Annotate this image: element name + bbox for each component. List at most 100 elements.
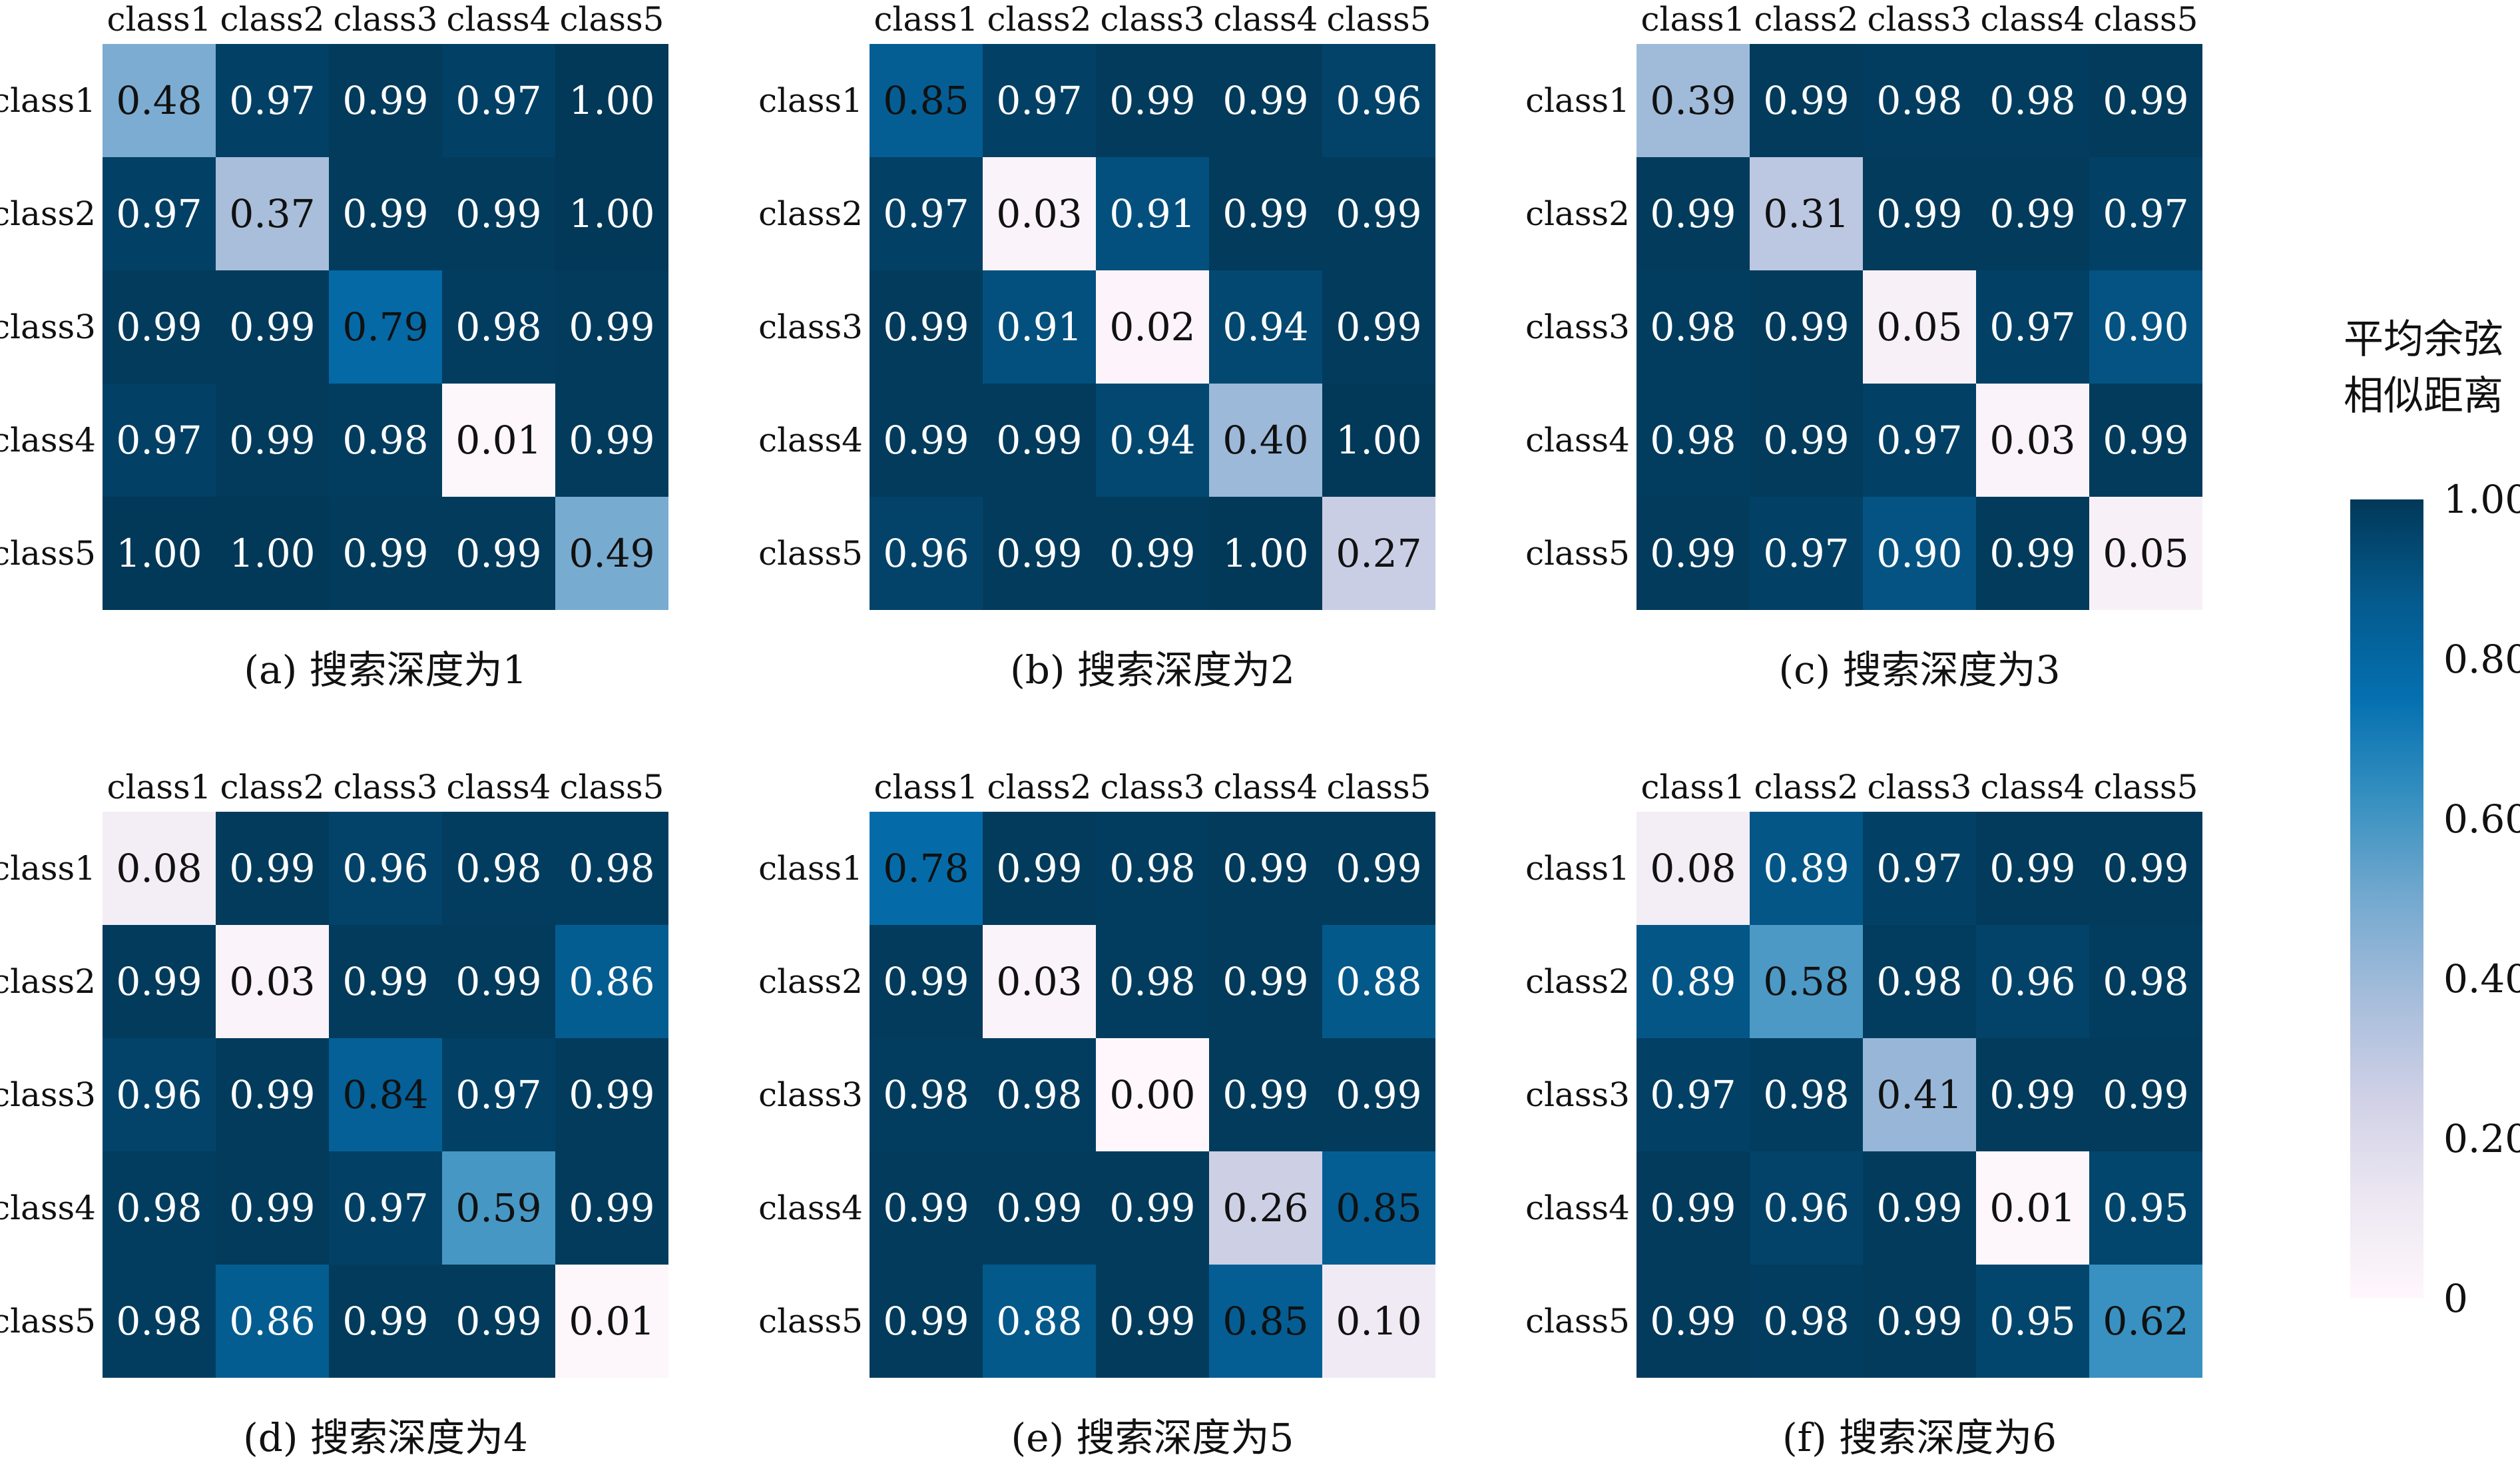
cell-value-label: 0.99 [1109, 1299, 1195, 1344]
heatmap-cell [1096, 157, 1209, 270]
heatmap-cell [555, 1151, 668, 1265]
heatmap-cell [2089, 1265, 2202, 1378]
heatmap-cell [983, 1265, 1096, 1378]
heatmap-cell [329, 925, 442, 1038]
row-label: class5 [758, 534, 863, 573]
row-label: class4 [1525, 1189, 1630, 1227]
heatmap-cell [1322, 1038, 1435, 1151]
heatmap-cell [1863, 925, 1976, 1038]
cell-value-label: 1.00 [116, 531, 202, 576]
heatmap-cell [1976, 925, 2089, 1038]
heatmap-cell [1750, 812, 1863, 925]
heatmap-cell [1096, 44, 1209, 157]
cell-value-label: 0.01 [569, 1299, 654, 1344]
heatmap-cell [103, 44, 216, 157]
heatmap-cell [329, 44, 442, 157]
row-label: class4 [1525, 421, 1630, 459]
heatmap-cell [1863, 1151, 1976, 1265]
panel-caption: (c) 搜索深度为3 [1778, 647, 2060, 693]
column-label: class5 [1327, 768, 1431, 806]
column-label: class2 [1754, 0, 1859, 39]
heatmap-cell [1209, 157, 1322, 270]
cell-value-label: 0.89 [1650, 959, 1736, 1004]
cell-value-label: 1.00 [569, 78, 654, 123]
cell-value-label: 0.99 [342, 959, 428, 1004]
heatmap-cell [1209, 497, 1322, 610]
cell-value-label: 0.99 [1336, 191, 1421, 236]
row-label: class5 [0, 534, 96, 573]
column-label: class5 [2094, 768, 2198, 806]
cell-value-label: 0.05 [2103, 531, 2188, 576]
cell-value-label: 0.99 [1763, 418, 1849, 463]
heatmap-cell [870, 1038, 983, 1151]
cell-value-label: 0.31 [1763, 191, 1849, 236]
column-label: class4 [1981, 768, 2085, 806]
cell-value-label: 0.99 [1222, 959, 1308, 1004]
heatmap-cell [442, 1151, 555, 1265]
cell-value-label: 0.39 [1650, 78, 1736, 123]
cell-value-label: 0.99 [1650, 191, 1736, 236]
heatmap-cell [2089, 270, 2202, 384]
column-label: class5 [560, 768, 664, 806]
heatmap-cell [555, 1265, 668, 1378]
heatmap-cell [1976, 1038, 2089, 1151]
heatmap-cell [1750, 925, 1863, 1038]
cell-value-label: 0.96 [116, 1072, 202, 1117]
heatmap-cell [983, 270, 1096, 384]
cell-value-label: 0.99 [229, 846, 315, 891]
cell-value-label: 0.98 [1876, 959, 1962, 1004]
cell-value-label: 0.91 [996, 304, 1082, 350]
heatmap-cell [1750, 157, 1863, 270]
cell-value-label: 0.03 [229, 959, 315, 1004]
colorbar [2350, 499, 2423, 1299]
cell-value-label: 0.99 [1650, 1185, 1736, 1231]
cell-value-label: 0.88 [1336, 959, 1421, 1004]
column-label: class1 [874, 0, 979, 39]
cell-value-label: 0.91 [1109, 191, 1195, 236]
cell-value-label: 0.99 [1876, 1299, 1962, 1344]
cell-value-label: 0.94 [1109, 418, 1195, 463]
heatmap-cell [442, 1265, 555, 1378]
cell-value-label: 0.10 [1336, 1299, 1421, 1344]
column-label: class2 [220, 768, 325, 806]
cell-value-label: 0.99 [1109, 78, 1195, 123]
cell-value-label: 0.99 [1989, 531, 2075, 576]
cell-value-label: 0.99 [1763, 78, 1849, 123]
heatmap-cell [1750, 384, 1863, 497]
cell-value-label: 1.00 [1336, 418, 1421, 463]
heatmap-cell [1863, 497, 1976, 610]
cell-value-label: 0.97 [1876, 846, 1962, 891]
heatmap-cell [1209, 1265, 1322, 1378]
colorbar-tick-label: 0 [2443, 1276, 2468, 1321]
cell-value-label: 0.02 [1109, 304, 1195, 350]
cell-value-label: 0.99 [1222, 191, 1308, 236]
heatmap-cell [442, 270, 555, 384]
heatmap-cell [1322, 384, 1435, 497]
column-label: class2 [987, 768, 1092, 806]
cell-value-label: 0.96 [342, 846, 428, 891]
cell-value-label: 0.99 [116, 304, 202, 350]
heatmap-cell [1637, 1038, 1750, 1151]
cell-value-label: 0.99 [1989, 846, 2075, 891]
cell-value-label: 0.99 [455, 1299, 541, 1344]
column-label: class1 [107, 768, 212, 806]
cell-value-label: 0.98 [342, 418, 428, 463]
heatmap-cell [870, 1265, 983, 1378]
heatmap-cell [442, 497, 555, 610]
heatmap-cell [1637, 384, 1750, 497]
column-label: class3 [334, 768, 438, 806]
cell-value-label: 1.00 [1222, 531, 1308, 576]
colorbar-title: 相似距离 [2344, 373, 2503, 420]
cell-value-label: 0.99 [1222, 1072, 1308, 1117]
heatmap-cell [1322, 925, 1435, 1038]
cell-value-label: 0.97 [1989, 304, 2075, 350]
cell-value-label: 0.01 [1989, 1185, 2075, 1231]
heatmap-cell [1322, 157, 1435, 270]
heatmap-cell [1096, 1038, 1209, 1151]
panel-caption: (d) 搜索深度为4 [243, 1415, 528, 1460]
heatmap-cell [870, 497, 983, 610]
heatmap-cell [1750, 1038, 1863, 1151]
cell-value-label: 0.99 [342, 78, 428, 123]
heatmap-cell [103, 1265, 216, 1378]
